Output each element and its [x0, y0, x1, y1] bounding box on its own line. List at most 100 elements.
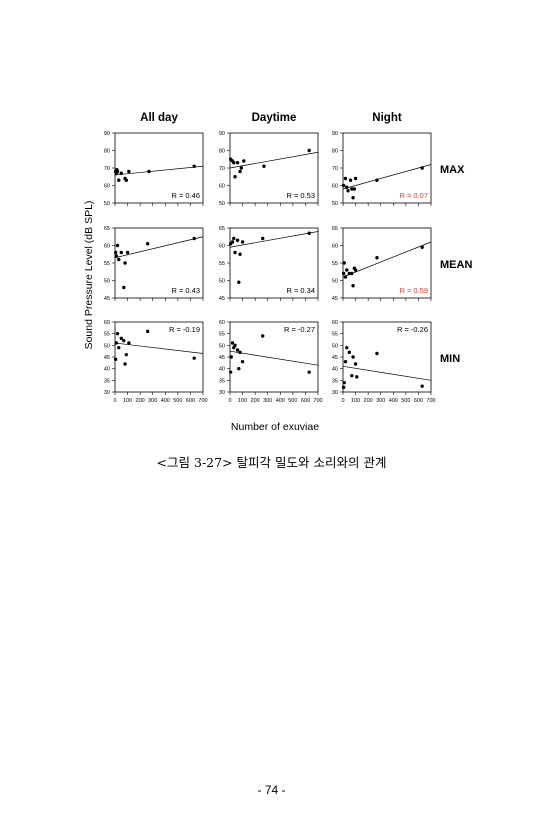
panel-max-all-day-point [119, 171, 123, 175]
panel-max-daytime-ytick-label: 60 [219, 184, 225, 190]
panel-min-all-day-ytick-label: 55 [104, 332, 110, 338]
panel-min-all-day-point [119, 336, 123, 341]
panel-min-night-point [341, 385, 346, 390]
panel-min-daytime-regression-line [229, 350, 319, 366]
panel-min-daytime-ytick-label: 40 [219, 367, 225, 373]
panel-min-night-xtick-label: 400 [389, 398, 398, 404]
panel-mean-daytime-ytick-label: 50 [219, 279, 225, 285]
panel-min-all-day-point [145, 329, 150, 334]
panel-max-daytime-point [233, 175, 237, 179]
panel-mean-daytime-point [235, 238, 240, 242]
panel-min-night-point [355, 375, 359, 379]
panel-min-daytime-ytick-label: 35 [219, 378, 225, 384]
panel-max-all-day-ytick-label: 70 [104, 166, 110, 172]
panel-min-all-day-point [117, 345, 121, 350]
panel-min-daytime-r-label: R = -0.27 [284, 325, 315, 334]
panel-min-all-day-xtick-label: 700 [198, 398, 207, 404]
panel-min-night-point [343, 359, 348, 364]
panel-min-daytime-xtick-label: 100 [238, 398, 247, 404]
panel-min-all-day-xtick-label: 100 [123, 398, 132, 404]
panel-min-daytime-xtick-label: 700 [313, 398, 322, 404]
panel-max-all-day-regression-line [114, 165, 204, 176]
column-title-night: Night [372, 112, 402, 124]
panel-mean-daytime-point [238, 252, 242, 256]
panel-mean-night-point [420, 245, 424, 249]
panel-min-all-day-xtick-label: 0 [113, 398, 116, 404]
panel-mean-daytime-point [240, 240, 245, 244]
panel-mean-night-ytick-label: 50 [332, 279, 338, 285]
panel-max-night-ytick-label: 80 [332, 149, 338, 155]
panel-min-night-xtick-label: 700 [426, 398, 435, 404]
panel-max-daytime-point [232, 161, 236, 165]
panel-max-all-day-point [147, 169, 151, 174]
panel-min-all-day-ytick-label: 60 [104, 320, 110, 326]
row-label-min: MIN [440, 353, 460, 365]
panel-max-all-day-ytick-label: 50 [104, 201, 110, 207]
scatter-matrix-figure: All day Daytime Night MAX MEAN MIN Sound Press… [83, 112, 472, 433]
panel-mean-all-day-ytick-label: 50 [104, 279, 110, 285]
panel-min-daytime-ytick-label: 30 [219, 390, 225, 396]
panel-min-all-day-point [123, 362, 127, 366]
panel-min-all-day-r-label: R = -0.19 [169, 325, 200, 334]
panel-max-night-point [341, 183, 346, 188]
panel-min-daytime-ytick-label: 50 [219, 343, 225, 349]
panel-mean-daytime-point [237, 280, 241, 284]
panel-mean-night-ytick-label: 55 [332, 261, 338, 267]
panel-min-night-r-label: R = -0.26 [397, 325, 428, 334]
panel-mean-daytime-point [307, 231, 311, 235]
panel-mean-night-point [353, 268, 358, 272]
panel-min-all-day-ytick-label: 30 [104, 390, 110, 396]
panel-min-daytime-xtick-label: 600 [301, 398, 310, 404]
panel-mean-daytime-point [232, 236, 236, 241]
page-number: - 74 - [257, 783, 286, 797]
row-label-max: MAX [440, 164, 465, 176]
panel-min-night-xtick-label: 300 [376, 398, 385, 404]
panel-min-all-day-ytick-label: 40 [104, 367, 110, 373]
panel-min-all-day-point [115, 331, 120, 336]
panel-min-daytime-xtick-label: 400 [276, 398, 285, 404]
panel-min-night-ytick-label: 50 [332, 343, 338, 349]
panel-min-night-point [345, 345, 349, 350]
panel-mean-night-ytick-label: 65 [332, 226, 338, 232]
panel-min-night-xtick-label: 100 [351, 398, 360, 404]
panel-min-daytime-xtick-label: 500 [288, 398, 297, 404]
panel-max-daytime-point [307, 148, 311, 153]
panel-mean-night-point [350, 271, 354, 276]
panel-max-daytime-ytick-label: 70 [219, 166, 225, 172]
panel-mean-night-r-label: R = 0.59 [399, 286, 428, 295]
panel-min-all-day-ytick-label: 50 [104, 343, 110, 349]
panel-min-all-day-point [127, 341, 131, 345]
panel-min-daytime-point [233, 343, 237, 348]
panel-mean-all-day-ytick-label: 65 [104, 226, 110, 232]
panel-min-all-day-xtick-label: 200 [136, 398, 145, 404]
panel-min-night-regression-line [342, 365, 432, 381]
panel-min-daytime-ytick-label: 45 [219, 355, 225, 361]
panel-mean-night-point [341, 271, 346, 276]
panel-min-night-point [375, 351, 379, 356]
panel-max-night-ytick-label: 90 [332, 131, 338, 137]
panel-max-night-point [420, 166, 424, 170]
panel-min-all-day-point [192, 356, 196, 360]
panel-max-night-point [348, 178, 353, 182]
panel-mean-night-point [347, 271, 351, 276]
panel-min-night-xtick-label: 200 [364, 398, 373, 404]
panel-min-daytime-point [230, 341, 235, 345]
panel-mean-all-day-r-label: R = 0.43 [171, 286, 200, 295]
panel-mean-all-day-point [122, 285, 126, 290]
panel-min-all-day-point [113, 357, 118, 362]
panel-mean-night-point [342, 261, 346, 265]
panel-min-daytime-xtick-label: 300 [263, 398, 272, 404]
panel-min-night-point [420, 384, 424, 388]
panel-mean-all-day-point [113, 250, 118, 255]
panel-min-daytime-point [238, 350, 242, 355]
panel-min-night-point [342, 380, 346, 385]
panel-max-daytime-ytick-label: 80 [219, 149, 225, 155]
panel-min-night-xtick-label: 0 [341, 398, 344, 404]
panel-min-daytime-ytick-label: 55 [219, 332, 225, 338]
panel-mean-all-day-point [123, 261, 127, 265]
panel-max-night-point [351, 196, 355, 200]
panel-max-daytime-ytick-label: 90 [219, 131, 225, 137]
panel-min-daytime-point [237, 366, 241, 371]
column-title-all-day: All day [140, 112, 178, 124]
panel-min-night-ytick-label: 40 [332, 367, 338, 373]
